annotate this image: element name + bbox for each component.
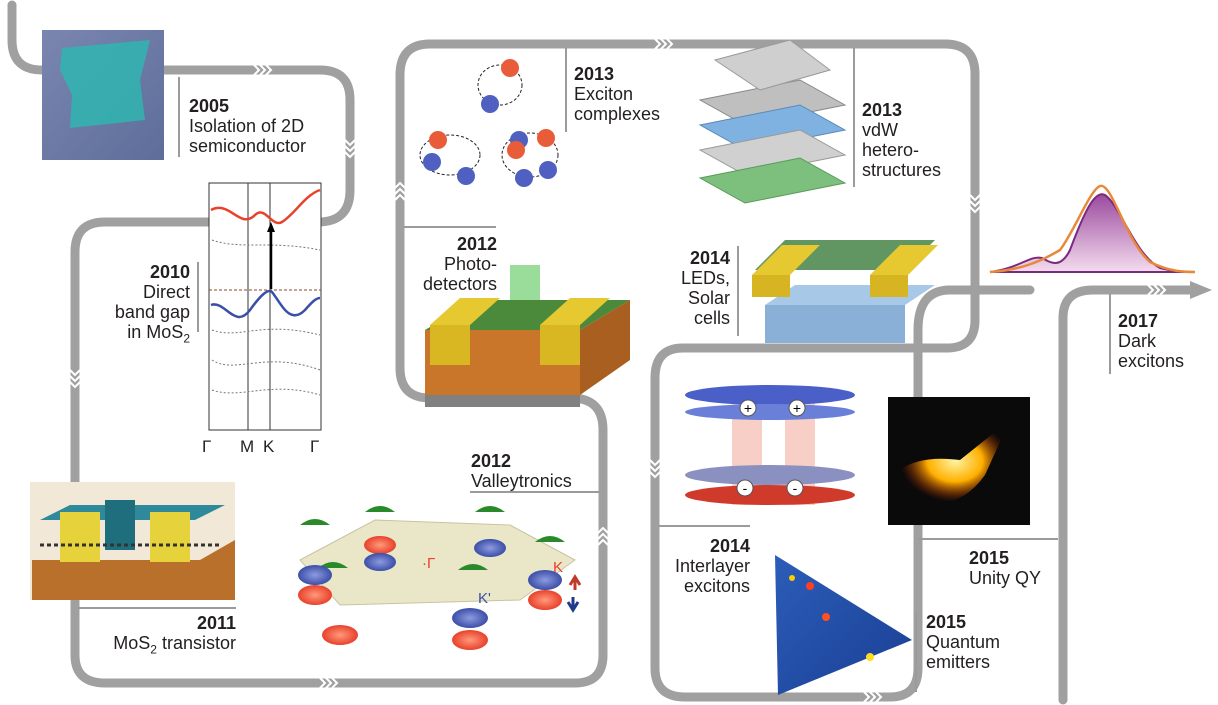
- marker-2015b: [915, 612, 917, 692]
- year-2014a: 2014: [689, 248, 730, 268]
- band-axis-m: M: [240, 437, 255, 456]
- year-2012b: 2012: [471, 451, 512, 471]
- quantum-emitters-image: [775, 555, 912, 695]
- year-2015a: 2015: [969, 548, 1010, 568]
- text-2017: Dark excitons: [1118, 331, 1185, 371]
- label-2015a: 2015 Unity QY: [969, 548, 1041, 588]
- interlayer-excitons-image: + + - -: [685, 385, 855, 505]
- label-2014b: 2014 Interlayer excitons: [650, 536, 750, 596]
- marker-2013a: [565, 47, 567, 132]
- marker-2013b: [853, 47, 855, 187]
- label-2014a: 2014 LEDs, Solar cells: [660, 248, 730, 328]
- text-2010-line3: in MoS2: [127, 322, 190, 346]
- band-axis-gamma-2: Γ: [310, 437, 320, 456]
- text-2011: MoS2 transistor: [113, 633, 236, 657]
- text-2013b: vdW hetero- structures: [862, 120, 942, 180]
- year-2013a: 2013: [574, 64, 615, 84]
- band-axis-k: K: [263, 437, 275, 456]
- plus-sign-2: +: [793, 400, 801, 416]
- label-2012b: 2012 Valleytronics: [471, 451, 572, 491]
- dark-excitons-spectrum: [989, 184, 1196, 274]
- label-2015b: 2015 Quantum emitters: [926, 612, 1000, 672]
- year-2010: 2010: [149, 262, 190, 282]
- transistor-image: [30, 482, 235, 600]
- path-chevrons: [69, 38, 1167, 703]
- marker-2017: [1109, 294, 1111, 374]
- year-2014b: 2014: [709, 536, 750, 556]
- led-solar-image: [752, 240, 938, 343]
- year-2012a: 2012: [456, 234, 497, 254]
- minus-sign-2: -: [793, 480, 798, 496]
- vdw-heterostructure-image: [698, 39, 847, 204]
- label-2017: 2017 Dark excitons: [1118, 311, 1184, 371]
- marker-2015a: [918, 538, 1058, 540]
- band-axis-gamma-1: Γ: [202, 437, 212, 456]
- exciton-particles: [423, 59, 557, 187]
- text-2010-line1: Direct: [142, 282, 190, 302]
- label-2013a: 2013 Exciton complexes: [574, 64, 660, 124]
- valley-kprime-label: K': [478, 590, 491, 607]
- text-2015a: Unity QY: [969, 568, 1042, 588]
- label-2005: 2005 Isolation of 2D semiconductor: [189, 96, 306, 156]
- year-2017: 2017: [1118, 311, 1159, 331]
- minus-sign-1: -: [743, 480, 748, 496]
- photodetector-image: [425, 265, 630, 407]
- text-2014a: LEDs, Solar cells: [680, 268, 730, 328]
- year-2015b: 2015: [926, 612, 967, 632]
- marker-2014a: [737, 246, 739, 336]
- marker-2005: [178, 77, 180, 157]
- marker-2014b: [658, 525, 750, 527]
- unity-qy-image: [888, 397, 1030, 525]
- valleytronics-image: ·Γ K K': [298, 506, 582, 650]
- text-2013a: Exciton complexes: [574, 84, 661, 124]
- label-2012a: 2012 Photo- detectors: [407, 234, 497, 294]
- text-2005: Isolation of 2D semiconductor: [189, 116, 307, 156]
- text-2012b: Valleytronics: [471, 471, 572, 491]
- marker-2010: [197, 262, 199, 332]
- exciton-complexes-image: [419, 64, 559, 178]
- marker-2011: [78, 607, 236, 609]
- marker-2012a: [403, 226, 496, 228]
- valley-k-label: K: [553, 559, 563, 576]
- text-2015b: Quantum emitters: [926, 632, 1001, 672]
- label-2010: 2010 Direct band gap in MoS2: [100, 262, 190, 349]
- year-2013b: 2013: [862, 100, 903, 120]
- text-2010-line2: band gap: [114, 302, 190, 322]
- text-2014b: Interlayer excitons: [674, 556, 750, 596]
- label-2013b: 2013 vdW hetero- structures: [862, 100, 941, 180]
- flake-image: [42, 30, 164, 160]
- label-2011: 2011 MoS2 transistor: [100, 613, 236, 660]
- valley-gamma-label: ·Γ: [422, 555, 435, 572]
- band-structure-plot: [208, 182, 322, 431]
- marker-2012b: [470, 491, 600, 493]
- year-2011: 2011: [196, 613, 236, 633]
- text-2012a: Photo- detectors: [422, 254, 497, 294]
- plus-sign-1: +: [744, 400, 752, 416]
- year-2005: 2005: [189, 96, 230, 116]
